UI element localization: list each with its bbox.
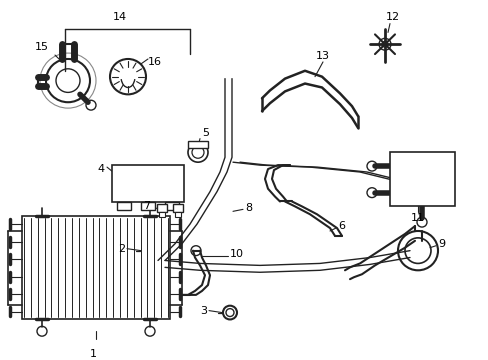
Circle shape bbox=[366, 188, 376, 198]
Text: 5: 5 bbox=[202, 127, 208, 138]
Circle shape bbox=[86, 100, 96, 110]
Bar bbox=[22, 216, 170, 319]
Circle shape bbox=[143, 247, 152, 255]
Circle shape bbox=[141, 244, 155, 257]
Text: 7: 7 bbox=[142, 201, 150, 211]
Circle shape bbox=[404, 238, 430, 264]
Circle shape bbox=[378, 38, 390, 50]
Bar bbox=[112, 165, 183, 202]
Text: 1: 1 bbox=[89, 349, 96, 359]
Text: 13: 13 bbox=[315, 51, 329, 61]
Circle shape bbox=[223, 306, 237, 319]
Text: 8: 8 bbox=[244, 203, 252, 213]
Text: 2: 2 bbox=[118, 244, 125, 254]
Text: 12: 12 bbox=[385, 12, 399, 22]
Bar bbox=[141, 202, 155, 210]
Bar bbox=[175, 212, 181, 217]
Circle shape bbox=[191, 246, 201, 256]
Circle shape bbox=[192, 147, 203, 158]
Bar bbox=[159, 212, 164, 217]
Bar bbox=[173, 204, 183, 212]
Bar bbox=[117, 202, 131, 210]
Text: 10: 10 bbox=[229, 249, 244, 258]
Circle shape bbox=[46, 59, 90, 102]
Circle shape bbox=[381, 41, 387, 47]
Bar bbox=[389, 152, 454, 206]
Circle shape bbox=[416, 217, 426, 227]
Circle shape bbox=[145, 326, 155, 336]
Circle shape bbox=[37, 326, 47, 336]
Text: 14: 14 bbox=[113, 12, 127, 22]
Text: 15: 15 bbox=[35, 42, 49, 52]
Circle shape bbox=[225, 309, 234, 316]
Circle shape bbox=[110, 59, 146, 94]
Bar bbox=[187, 140, 207, 148]
Circle shape bbox=[397, 231, 437, 270]
Bar bbox=[157, 204, 167, 212]
Bar bbox=[164, 202, 179, 210]
Text: 11: 11 bbox=[410, 213, 424, 223]
Text: 4: 4 bbox=[98, 164, 105, 174]
Text: 16: 16 bbox=[148, 57, 162, 67]
Text: 6: 6 bbox=[337, 221, 345, 231]
Circle shape bbox=[366, 161, 376, 171]
Text: 9: 9 bbox=[437, 239, 444, 249]
Circle shape bbox=[56, 69, 80, 93]
Text: 3: 3 bbox=[200, 306, 206, 316]
Circle shape bbox=[187, 143, 207, 162]
